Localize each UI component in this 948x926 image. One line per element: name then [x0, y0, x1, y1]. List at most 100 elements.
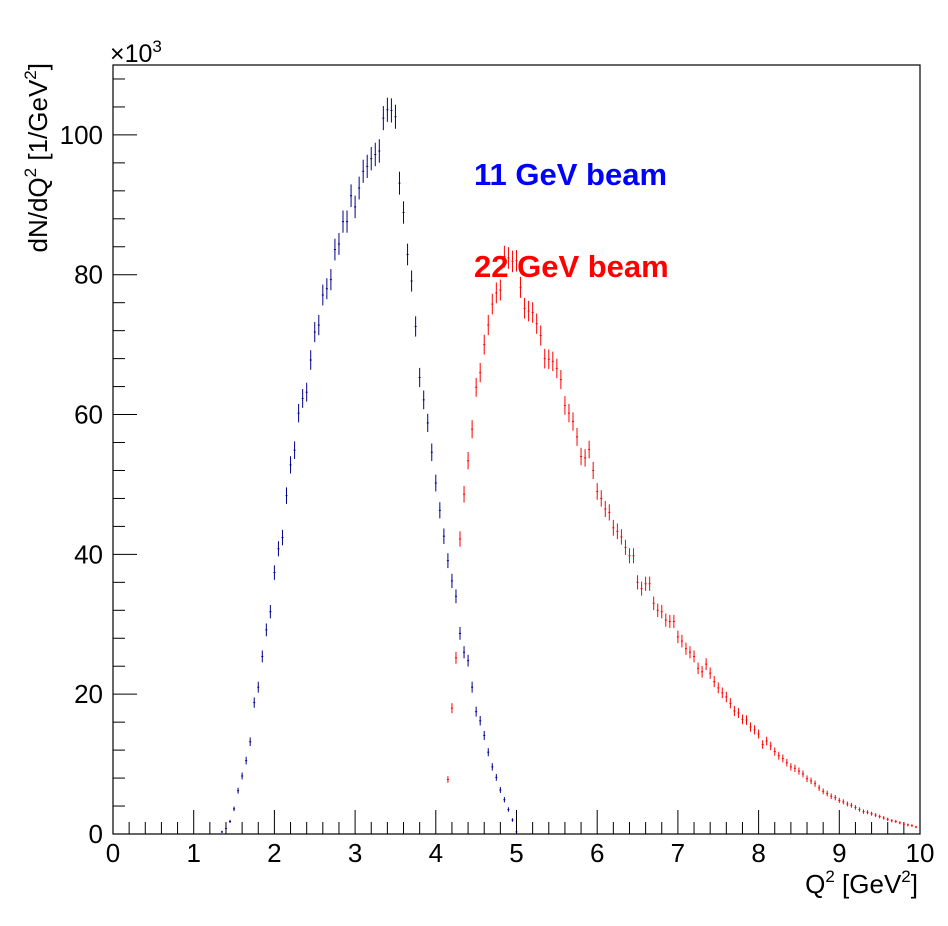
- data-point: [325, 278, 328, 300]
- data-point: [616, 523, 619, 540]
- data-point: [693, 650, 696, 663]
- data-point: [245, 756, 248, 765]
- data-point: [463, 485, 466, 503]
- data-point: [277, 541, 280, 557]
- data-point: [890, 819, 893, 823]
- data-point: [608, 504, 611, 521]
- data-point: [656, 603, 659, 618]
- data-point: [341, 210, 345, 233]
- data-point: [523, 297, 526, 319]
- data-point: [644, 576, 647, 591]
- data-point: [475, 706, 478, 717]
- data-point: [467, 452, 470, 470]
- data-point: [810, 777, 813, 785]
- data-point: [745, 715, 748, 725]
- y-tick-label: 80: [74, 260, 103, 290]
- data-point: [333, 238, 336, 261]
- x-tick-label: 3: [348, 838, 362, 868]
- data-point: [551, 351, 554, 372]
- data-point: [507, 807, 510, 812]
- y-tick-label: 100: [60, 120, 103, 150]
- data-point: [463, 646, 466, 659]
- data-point: [571, 412, 575, 431]
- data-point: [652, 596, 655, 611]
- data-point: [507, 247, 510, 269]
- data-point: [769, 741, 772, 751]
- data-point: [592, 461, 595, 480]
- data-point: [559, 370, 562, 390]
- data-point: [499, 279, 502, 301]
- data-point: [511, 250, 514, 273]
- data-point: [705, 658, 708, 670]
- data-point: [842, 799, 845, 805]
- y-tick-label: 20: [74, 679, 103, 709]
- data-point: [438, 502, 441, 519]
- data-point: [317, 314, 320, 336]
- data-point: [793, 764, 796, 772]
- data-point: [886, 817, 889, 822]
- data-point: [826, 790, 829, 797]
- data-point: [543, 348, 546, 369]
- data-point: [555, 358, 558, 379]
- data-point: [725, 691, 728, 703]
- data-point: [249, 737, 252, 747]
- data-point: [261, 650, 264, 663]
- data-point: [777, 751, 780, 760]
- data-point: [527, 300, 530, 322]
- data-point: [269, 604, 272, 619]
- data-point: [749, 722, 752, 732]
- data-point: [253, 697, 256, 708]
- data-point: [612, 519, 615, 536]
- data-point: [479, 715, 482, 726]
- data-point: [515, 249, 518, 272]
- data-point: [382, 106, 385, 131]
- data-point: [491, 293, 494, 315]
- data-point: [801, 770, 805, 778]
- data-point: [713, 676, 716, 688]
- data-point: [781, 754, 784, 763]
- data-point: [814, 780, 817, 787]
- data-point: [838, 797, 841, 804]
- data-point: [467, 654, 470, 667]
- data-point: [684, 642, 687, 655]
- data-point: [487, 748, 490, 757]
- data-point: [228, 819, 232, 824]
- x-tick-label: 9: [832, 838, 846, 868]
- data-point: [515, 830, 518, 833]
- data-point: [680, 634, 683, 648]
- data-point: [519, 276, 522, 298]
- data-point: [785, 758, 788, 767]
- data-point: [503, 797, 506, 803]
- data-point: [350, 184, 353, 208]
- data-point: [418, 367, 421, 388]
- data-point: [636, 575, 639, 590]
- data-point: [870, 811, 873, 816]
- data-point: [854, 805, 857, 810]
- data-point: [834, 794, 837, 801]
- data-point: [479, 362, 482, 383]
- data-point: [588, 440, 591, 459]
- data-point: [410, 270, 413, 292]
- data-point: [374, 142, 377, 167]
- data-point: [483, 730, 486, 740]
- data-point: [576, 427, 579, 446]
- data-point: [806, 775, 809, 783]
- data-point: [430, 443, 433, 462]
- y-tick-label: 40: [74, 539, 103, 569]
- data-point: [358, 176, 361, 200]
- data-point: [902, 822, 905, 826]
- data-point: [398, 171, 401, 195]
- data-point: [414, 316, 417, 337]
- data-point: [878, 814, 881, 819]
- data-point: [386, 97, 389, 122]
- data-point: [894, 819, 897, 824]
- data-point: [446, 553, 449, 569]
- data-point: [604, 500, 607, 518]
- data-point: [741, 714, 744, 725]
- data-point: [495, 773, 498, 781]
- data-point: [370, 146, 373, 171]
- data-point: [858, 807, 861, 812]
- data-point: [757, 729, 760, 739]
- data-point: [539, 325, 542, 346]
